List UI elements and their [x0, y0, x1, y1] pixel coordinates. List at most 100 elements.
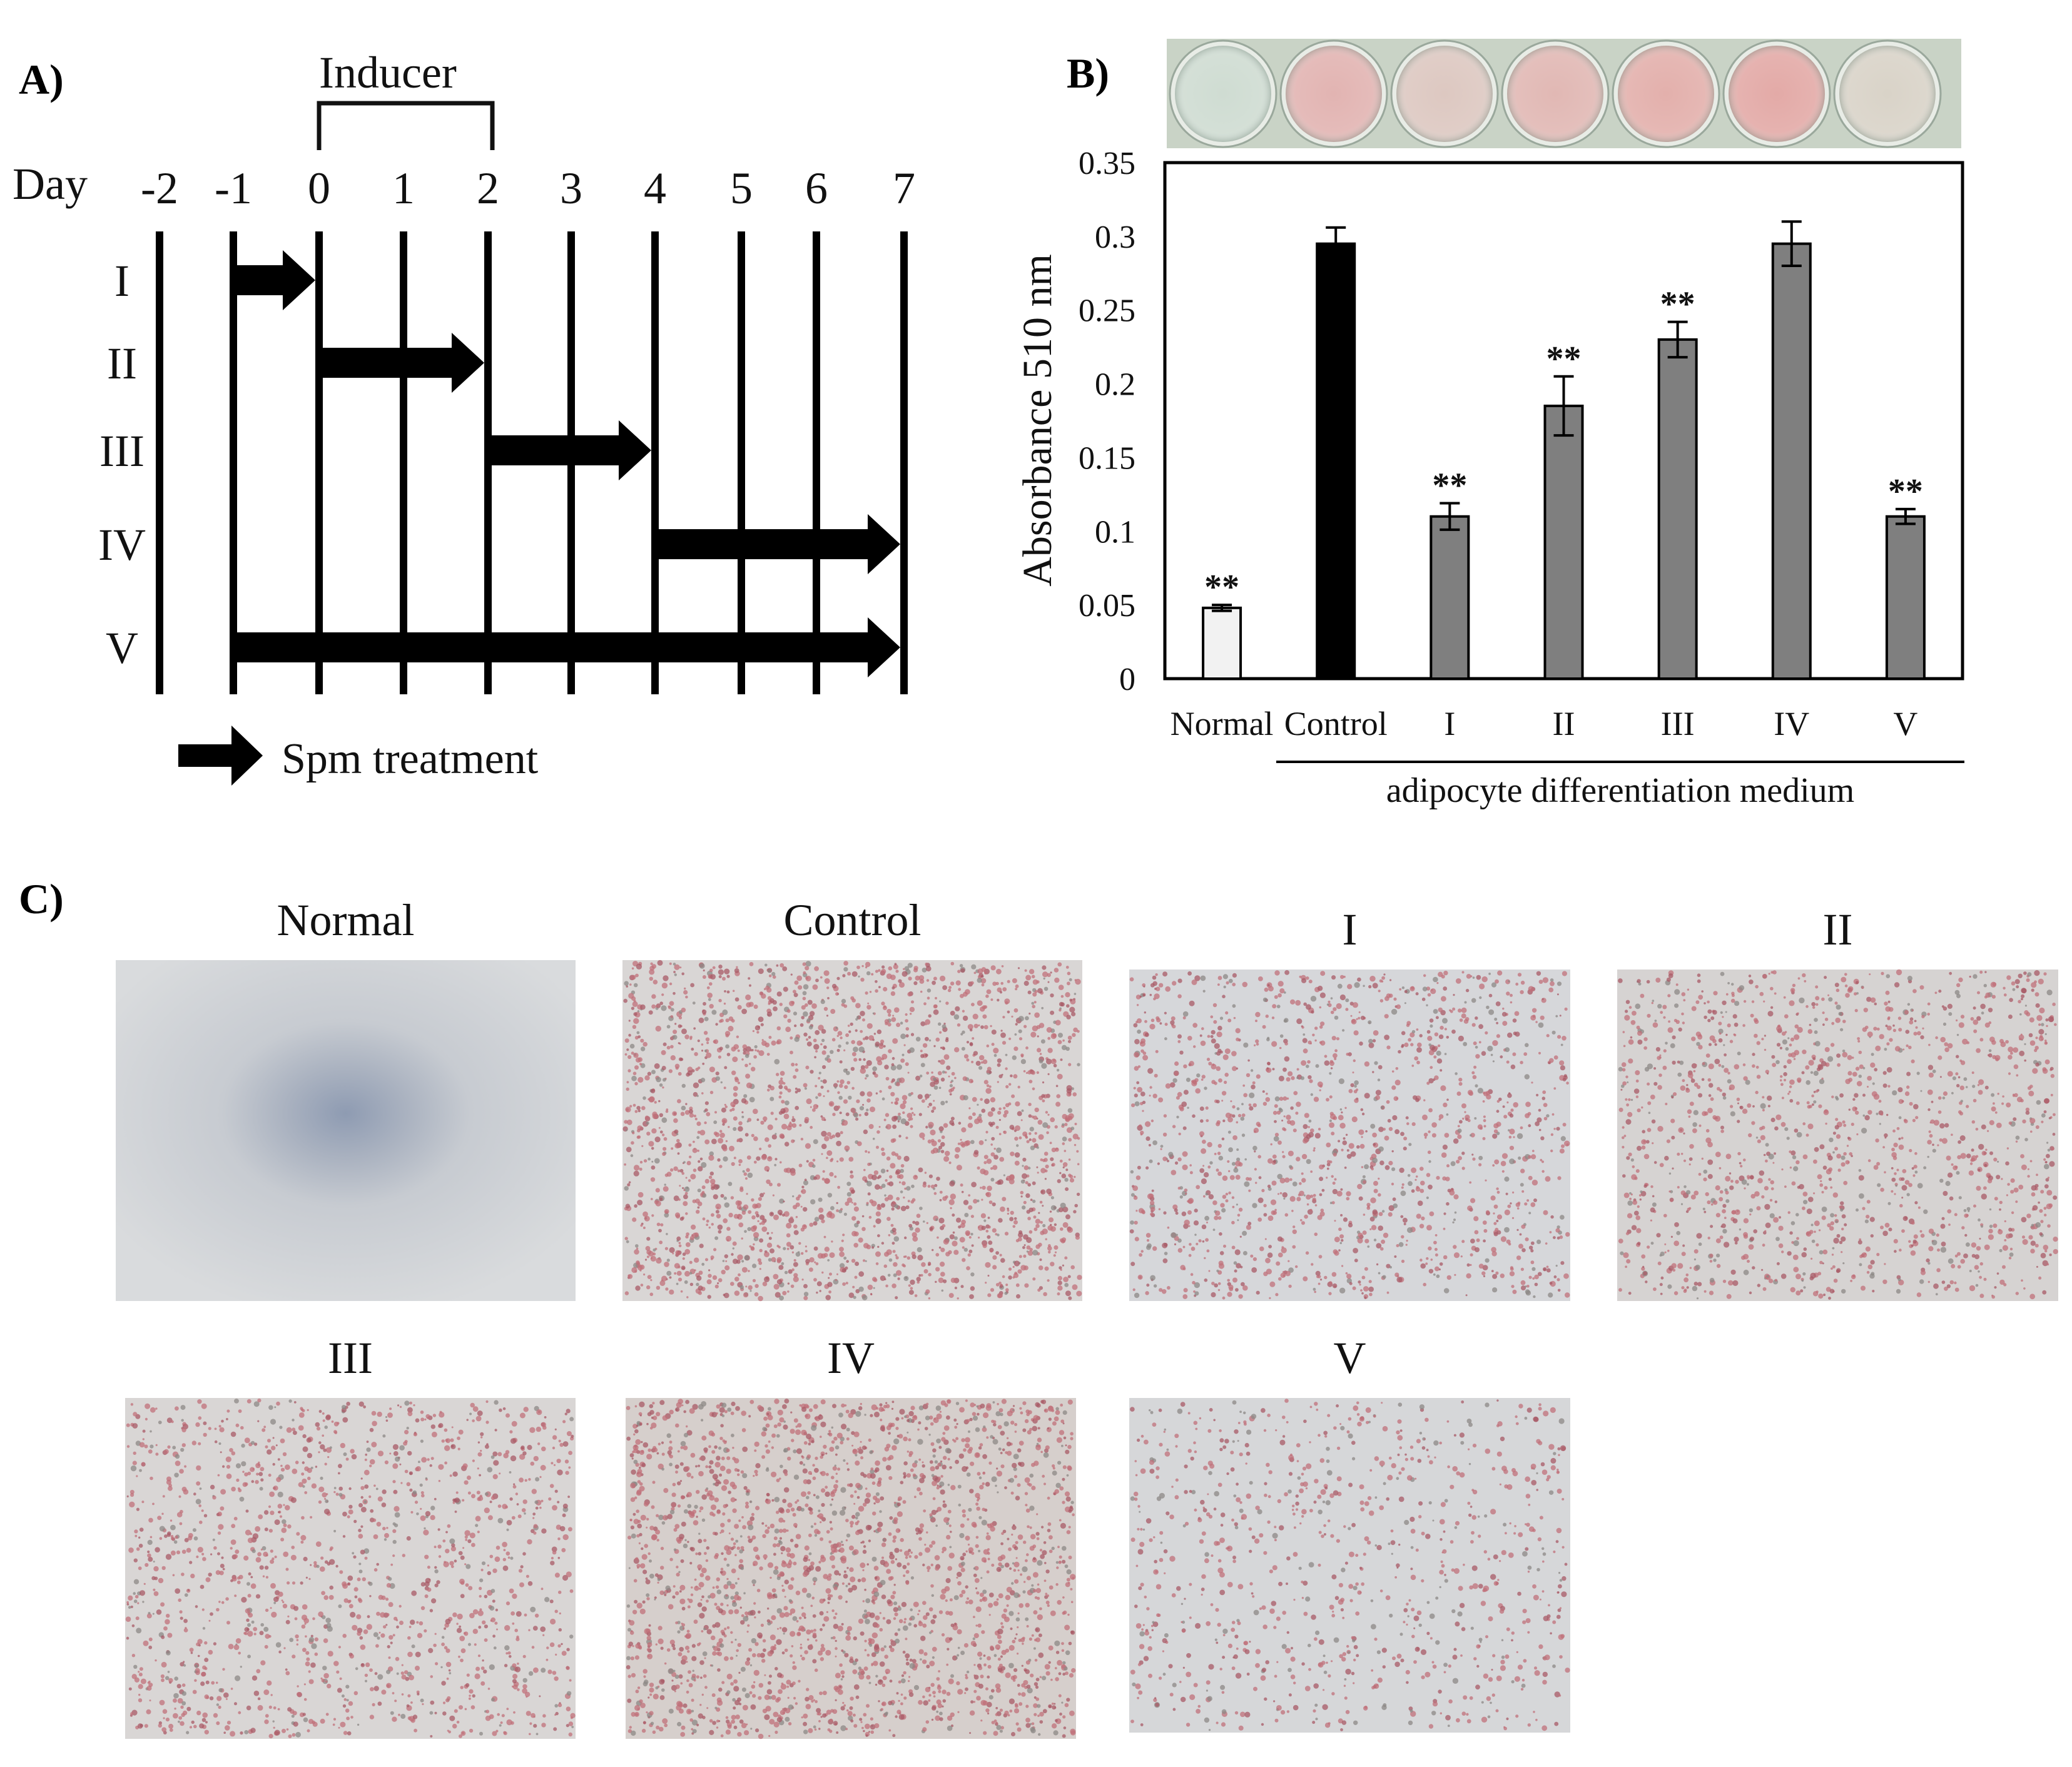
y-tick-0.05: 0.05	[1079, 588, 1135, 624]
x-tick-control: Control	[1284, 705, 1388, 742]
micrograph-v: V	[1129, 1333, 1570, 1733]
y-axis-label: Absorbance 510 nm	[1015, 254, 1060, 587]
micrograph-title-ii: II	[1823, 904, 1853, 954]
error-bar-iii	[1667, 320, 1688, 359]
significance-normal: **	[1204, 568, 1239, 607]
day-tick--1: -1	[215, 163, 252, 213]
panel-b-label: B)	[1067, 49, 1109, 97]
row-label-V: V	[106, 623, 138, 673]
significance-iii: **	[1660, 285, 1695, 324]
x-tick-iv: IV	[1774, 705, 1809, 742]
micrograph-title-normal: Normal	[277, 895, 415, 945]
micrograph-title-i: I	[1343, 904, 1358, 954]
micrograph-image-i	[1129, 970, 1570, 1301]
y-tick-0.2: 0.2	[1095, 367, 1135, 403]
bar-iv	[1771, 242, 1812, 680]
bars: ** ** ** ** **	[1202, 220, 1926, 681]
bar-chart: 0 0.05 0.1 0.15 0.2 0.25 0.3 0.35 ** ** ** ** ** No…	[1015, 146, 1964, 810]
bar-control	[1316, 242, 1356, 680]
well-shade-control	[1286, 46, 1382, 142]
group-label: adipocyte differentiation medium	[1386, 771, 1855, 810]
bar-normal	[1202, 606, 1242, 680]
error-bar-v	[1895, 507, 1916, 525]
stain-dots-ii	[1618, 969, 2058, 1300]
day-tick-4: 4	[644, 163, 666, 213]
row-label-IV: IV	[98, 520, 146, 570]
stain-dots-v	[1130, 1399, 1570, 1731]
bar-v	[1885, 515, 1926, 680]
spm-legend-arrow	[178, 726, 263, 786]
bar-iii	[1657, 338, 1698, 680]
x-tick-v: V	[1893, 705, 1917, 742]
stain-dots-iii	[125, 1398, 576, 1739]
panel-a-label: A)	[19, 56, 64, 103]
row-label-II: II	[107, 338, 137, 388]
well-shade-ii	[1507, 46, 1603, 142]
day-tick--2: -2	[141, 163, 178, 213]
day-tick-0: 0	[308, 163, 330, 213]
x-tick-labels: Normal Control I II III IV V	[1171, 705, 1918, 742]
treatment-arrow-IV	[655, 514, 900, 574]
day-tick-3: 3	[560, 163, 582, 213]
micrograph-ii: II	[1617, 904, 2058, 1301]
micrograph-image-normal	[116, 960, 576, 1301]
error-bar-iv	[1781, 220, 1802, 267]
row-label-III: III	[99, 426, 145, 476]
well-shade-iv	[1729, 46, 1825, 142]
day-tick-labels: -2 -1 0 1 2 3 4 5 6 7	[141, 163, 915, 213]
bar-i	[1430, 515, 1470, 680]
treatment-arrow-V	[233, 617, 900, 677]
spm-legend: Spm treatment	[178, 726, 539, 786]
y-tick-0.25: 0.25	[1079, 293, 1135, 329]
x-tick-ii: II	[1553, 705, 1575, 742]
micrograph-title-v: V	[1334, 1333, 1366, 1383]
well-shade-i	[1396, 46, 1493, 142]
micrograph-iv: IV	[626, 1333, 1076, 1739]
day-label: Day	[13, 159, 88, 209]
y-tick-0.3: 0.3	[1095, 220, 1135, 255]
micrograph-iii: III	[125, 1333, 576, 1739]
y-tick-0.15: 0.15	[1079, 440, 1135, 476]
treatment-arrows	[233, 250, 900, 677]
day-tick-5: 5	[730, 163, 753, 213]
day-tick-6: 6	[805, 163, 828, 213]
micrograph-title-iii: III	[328, 1333, 373, 1383]
x-tick-normal: Normal	[1171, 705, 1274, 742]
panel-c-label: C)	[19, 875, 64, 923]
treatment-arrow-I	[233, 250, 315, 310]
treatment-arrow-II	[319, 333, 484, 393]
error-bar-ii	[1553, 375, 1574, 437]
day-tick-7: 7	[893, 163, 915, 213]
significance-v: **	[1888, 472, 1923, 511]
stain-dots-i	[1129, 970, 1570, 1300]
well-strip-photo	[1167, 39, 1961, 148]
stain-dots-iv	[626, 1399, 1076, 1739]
row-label-I: I	[114, 256, 130, 306]
error-bar-i	[1440, 502, 1460, 531]
micrograph-i: I	[1129, 904, 1570, 1301]
treatment-arrow-III	[488, 420, 651, 480]
micrograph-title-control: Control	[783, 895, 921, 945]
well-shade-iii	[1618, 46, 1714, 142]
y-tick-0.1: 0.1	[1095, 514, 1135, 550]
x-tick-iii: III	[1661, 705, 1695, 742]
y-tick-0.35: 0.35	[1079, 146, 1135, 181]
micrograph-control: Control	[622, 895, 1082, 1302]
y-axis: 0 0.05 0.1 0.15 0.2 0.25 0.3 0.35	[1079, 146, 1135, 697]
well-shade-v	[1839, 46, 1936, 142]
error-bar-normal	[1212, 604, 1232, 612]
significance-ii: **	[1546, 340, 1582, 378]
well-shade-normal	[1175, 46, 1271, 142]
micrograph-title-iv: IV	[827, 1333, 875, 1383]
error-bar-control	[1326, 226, 1346, 261]
x-tick-i: I	[1444, 705, 1455, 742]
inducer-bracket	[317, 101, 495, 150]
bar-ii	[1543, 404, 1584, 681]
day-tick-1: 1	[392, 163, 415, 213]
panel-b-chart: B) 00.050.10.150.20.250.30.35 **********…	[1015, 39, 1964, 810]
micrograph-normal: Normal	[116, 895, 576, 1301]
